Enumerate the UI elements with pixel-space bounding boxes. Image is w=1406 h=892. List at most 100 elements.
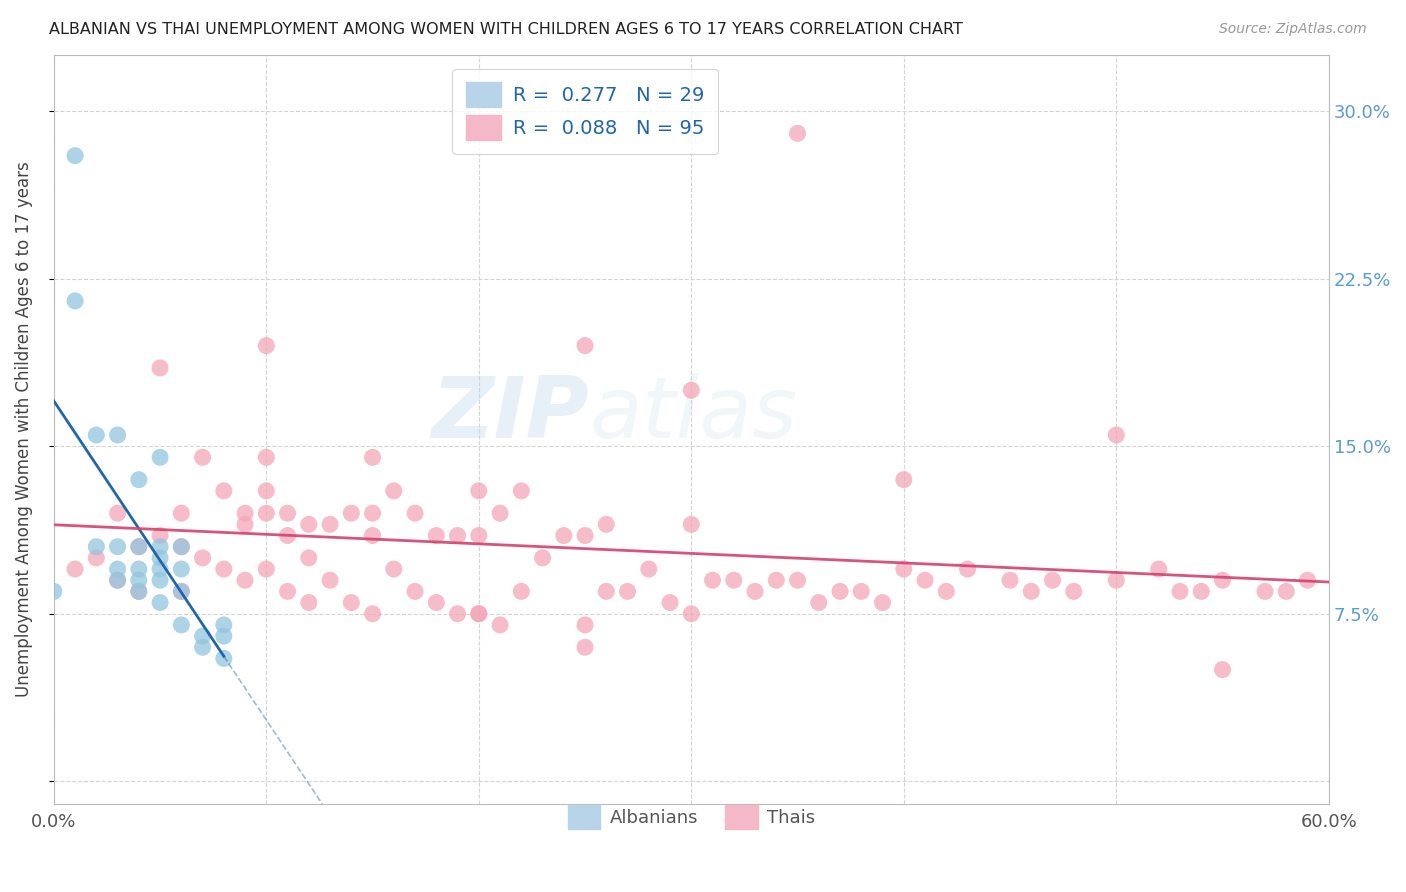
Point <box>893 473 915 487</box>
Point <box>128 573 150 587</box>
Point <box>510 483 533 498</box>
Point <box>425 596 447 610</box>
Point <box>170 562 193 576</box>
Point <box>212 562 235 576</box>
Point <box>361 607 384 621</box>
Point <box>212 629 235 643</box>
Point <box>616 584 638 599</box>
Point <box>128 584 150 599</box>
Point <box>786 126 808 140</box>
Point <box>702 573 724 587</box>
Point <box>212 483 235 498</box>
Point <box>595 584 617 599</box>
Point <box>63 562 86 576</box>
Point <box>149 573 172 587</box>
Point <box>233 517 256 532</box>
Point <box>489 618 512 632</box>
Point <box>128 540 150 554</box>
Point <box>382 483 405 498</box>
Point <box>914 573 936 587</box>
Point <box>765 573 787 587</box>
Point <box>1254 584 1277 599</box>
Point <box>786 573 808 587</box>
Point <box>956 562 979 576</box>
Point <box>170 618 193 632</box>
Point <box>1212 573 1234 587</box>
Point <box>212 618 235 632</box>
Point <box>681 517 703 532</box>
Point <box>107 506 129 520</box>
Point <box>681 384 703 398</box>
Point <box>149 550 172 565</box>
Point <box>128 584 150 599</box>
Point <box>63 149 86 163</box>
Point <box>233 506 256 520</box>
Point <box>468 607 491 621</box>
Point <box>574 338 596 352</box>
Point <box>277 584 299 599</box>
Point <box>191 450 214 465</box>
Point <box>86 540 108 554</box>
Point <box>107 573 129 587</box>
Point <box>149 540 172 554</box>
Point <box>170 584 193 599</box>
Point <box>149 361 172 376</box>
Point <box>1189 584 1212 599</box>
Point <box>659 596 682 610</box>
Point <box>828 584 851 599</box>
Point <box>744 584 766 599</box>
Text: ALBANIAN VS THAI UNEMPLOYMENT AMONG WOMEN WITH CHILDREN AGES 6 TO 17 YEARS CORRE: ALBANIAN VS THAI UNEMPLOYMENT AMONG WOME… <box>49 22 963 37</box>
Point <box>872 596 894 610</box>
Point <box>1212 663 1234 677</box>
Point <box>107 562 129 576</box>
Point <box>425 528 447 542</box>
Point <box>277 528 299 542</box>
Point <box>361 528 384 542</box>
Point <box>531 550 554 565</box>
Point <box>1063 584 1085 599</box>
Point <box>1019 584 1042 599</box>
Point <box>254 450 277 465</box>
Point <box>361 450 384 465</box>
Point <box>468 528 491 542</box>
Point <box>149 596 172 610</box>
Text: ZIP: ZIP <box>432 373 589 456</box>
Point <box>298 517 321 532</box>
Point <box>298 596 321 610</box>
Point <box>340 506 363 520</box>
Point <box>233 573 256 587</box>
Point <box>191 640 214 655</box>
Point <box>86 428 108 442</box>
Point <box>1147 562 1170 576</box>
Point <box>851 584 873 599</box>
Point <box>107 428 129 442</box>
Text: atlas: atlas <box>589 373 797 456</box>
Point <box>446 607 468 621</box>
Point <box>298 550 321 565</box>
Point <box>42 584 65 599</box>
Point <box>723 573 745 587</box>
Point <box>149 450 172 465</box>
Point <box>170 506 193 520</box>
Y-axis label: Unemployment Among Women with Children Ages 6 to 17 years: Unemployment Among Women with Children A… <box>15 161 32 698</box>
Point <box>404 506 426 520</box>
Point <box>807 596 830 610</box>
Point <box>170 584 193 599</box>
Point <box>149 562 172 576</box>
Point <box>404 584 426 599</box>
Point <box>107 573 129 587</box>
Point <box>510 584 533 599</box>
Legend: Albanians, Thais: Albanians, Thais <box>561 798 823 836</box>
Point <box>212 651 235 665</box>
Point <box>191 629 214 643</box>
Point <box>489 506 512 520</box>
Point <box>468 607 491 621</box>
Point <box>319 517 342 532</box>
Point <box>1296 573 1319 587</box>
Point <box>63 293 86 308</box>
Point <box>574 528 596 542</box>
Point <box>1105 573 1128 587</box>
Point <box>254 506 277 520</box>
Point <box>595 517 617 532</box>
Point <box>340 596 363 610</box>
